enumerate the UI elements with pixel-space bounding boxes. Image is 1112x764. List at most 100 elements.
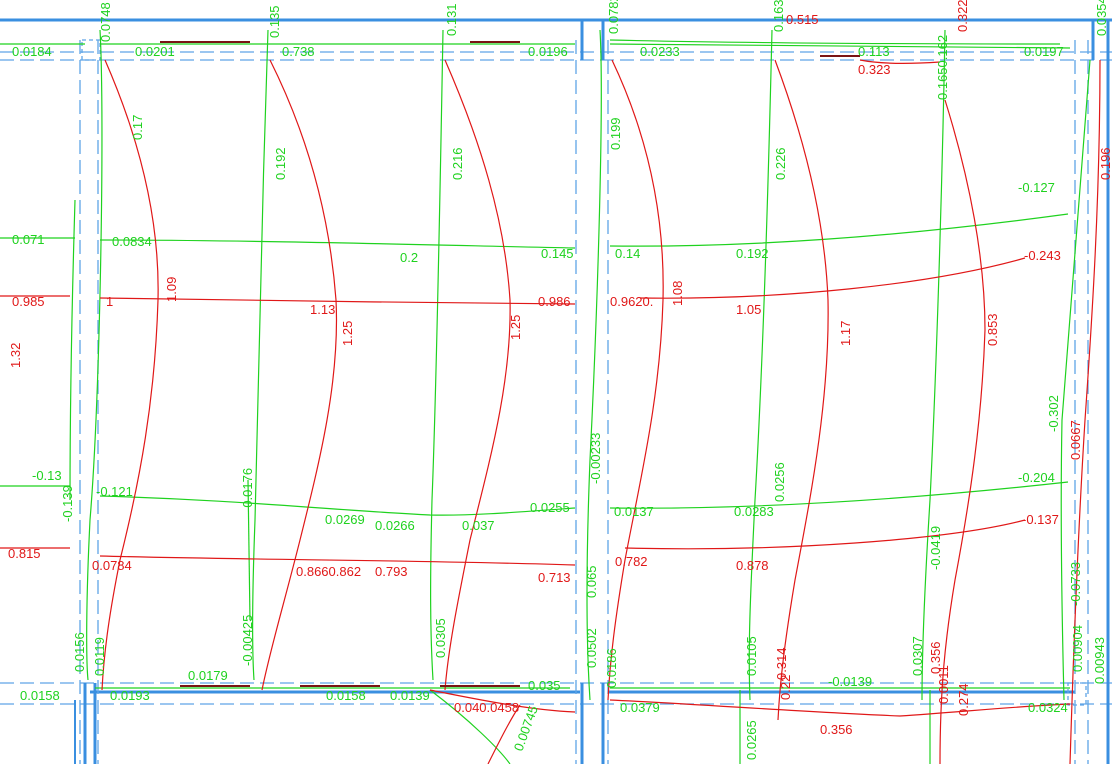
bottom-green-label: 0.0324 [1028,700,1068,715]
green-contour [69,199,76,501]
lower-green-label: 0.065 [584,565,599,598]
band2-green-label: -0.0176 [240,468,255,512]
contour-lines [0,29,1101,764]
top-red-label: 0.322 [955,0,970,32]
red-contour [607,59,664,701]
structural-frame [0,18,1112,764]
band2-green-label: -0.13 [32,468,62,483]
red-contour [444,59,511,691]
band2-green-label: -0.204 [1018,470,1055,485]
band1-red-label: 0.986 [538,294,571,309]
top-green-label: 0.1650.162 [935,35,950,100]
upper-green-label: 0.199 [608,117,623,150]
lower-green-label: 0.0307 [910,636,925,676]
lower-green-label: 0.00943 [1092,637,1107,684]
green-contour [429,689,511,764]
bottom-red-label: 0.040.0458 [454,700,519,715]
band2-red-label: 0.713 [538,570,571,585]
red-contour [624,519,1026,550]
green-contour [921,29,946,701]
band1-red-label: -0.243 [1024,248,1061,263]
top-green-label: 0.0233 [640,44,680,59]
lower-red-label: 0.0011 [936,665,951,704]
red-contour [939,99,986,764]
red-contour [101,59,159,691]
band2-red-label: -0.137 [1022,512,1059,527]
red-contour [609,699,1071,717]
green-contour [252,29,269,681]
bottom-green-label: 0.0158 [326,688,366,703]
band2-red-label: 0.815 [8,546,41,561]
band2-green-label: 0.0283 [734,504,774,519]
green-contour [1060,59,1091,701]
band1-red-label: 1.05 [736,302,761,317]
band2-red-label: 0.782 [615,554,648,569]
band2-green-label: 0.0269 [325,512,365,527]
lower-red-label: 0.356 [928,641,943,674]
top-green-label: 0.0201 [135,44,175,59]
top-red-label: 0.323 [858,62,891,77]
band2-green-label: 0.0137 [614,504,654,519]
upper-green-label: 0.216 [450,147,465,180]
band1-green-label: 0.2 [400,250,418,265]
lower-green-label: 0.0186 [604,648,619,688]
upper-green-label: 0.17 [130,115,145,140]
band1-green-label: -0.127 [1018,180,1055,195]
red-contour [261,59,338,691]
top-red-label: 0.515 [786,12,819,27]
band2-green-label: -0.121 [96,484,133,499]
band1-red-label: 1.13 [310,302,335,317]
band2-green-label: -0.0419 [928,526,943,570]
bottom-red-label: 0.274 [956,683,971,716]
bottom-green-label: 0.035 [528,678,561,693]
lower-green-label: -0.00425 [240,615,255,666]
band2-red-label: 0.793 [375,564,408,579]
green-contour [86,29,103,681]
red-contour [1069,59,1101,764]
middle-green-label: -0.00233 [588,433,603,484]
top-green-label: 0.0196 [528,44,568,59]
band2-red-label: 0.8660.862 [296,564,361,579]
band1-green-label: 0.071 [12,232,45,247]
band1-red-label: 1.09 [164,277,179,302]
band1-red-label: 1.25 [508,315,523,340]
right-red-label: 0.196 [1098,147,1112,180]
band1-red-label: 1.25 [340,321,355,346]
red-contour [99,297,576,305]
band2-green-label: -0.0733 [1068,562,1083,606]
bottom-green-label: 0.0193 [110,688,150,703]
band2-green-label: -0.139 [60,485,75,522]
band2-green-label: 0.037 [462,518,495,533]
red-contour [487,704,521,764]
bottom-green-label: 0.0179 [188,668,228,683]
middle-red-label: 0.0667 [1068,420,1083,460]
band1-red-label: 1.08 [670,281,685,306]
top-green-label: 0.135 [267,5,282,38]
red-contour [429,689,576,713]
middle-green-label: -0.302 [1046,395,1061,432]
red-contour [774,59,829,721]
band1-red-label: 0.9620. [610,294,653,309]
band2-green-label: 0.0255 [530,500,570,515]
green-contour [609,43,1071,49]
red-contour [99,555,576,566]
bottom-green-label: 0.0379 [620,700,660,715]
upper-green-label: 0.192 [273,147,288,180]
lower-red-label: 0.314 [774,647,789,680]
top-green-label: 0.131 [444,3,459,36]
top-green-label: 0.0748 [98,2,113,42]
band1-red-label: 1 [106,294,113,309]
lower-green-label: 0.0119 [92,637,107,676]
green-contour [586,29,602,701]
top-green-label: 0.113 [858,44,890,59]
band2-red-label: 0.878 [736,558,769,573]
band1-green-label: 0.14 [615,246,640,261]
lower-green-label: 0.0305 [433,618,448,658]
support-box [1067,682,1087,706]
band1-green-label: 0.192 [736,246,769,261]
bottom-red-label: 0.356 [820,722,853,737]
red-contour [639,257,1026,299]
